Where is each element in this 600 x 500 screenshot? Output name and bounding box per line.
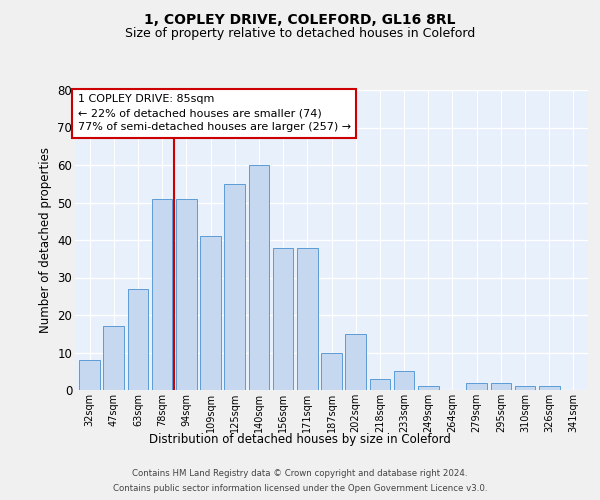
Bar — [176, 198, 197, 390]
Bar — [297, 248, 317, 390]
Text: Contains HM Land Registry data © Crown copyright and database right 2024.: Contains HM Land Registry data © Crown c… — [132, 469, 468, 478]
Bar — [370, 379, 390, 390]
Text: 1 COPLEY DRIVE: 85sqm
← 22% of detached houses are smaller (74)
77% of semi-deta: 1 COPLEY DRIVE: 85sqm ← 22% of detached … — [77, 94, 350, 132]
Bar — [224, 184, 245, 390]
Bar — [491, 382, 511, 390]
Bar — [152, 198, 172, 390]
Bar — [394, 371, 415, 390]
Bar — [103, 326, 124, 390]
Bar — [539, 386, 560, 390]
Text: 1, COPLEY DRIVE, COLEFORD, GL16 8RL: 1, COPLEY DRIVE, COLEFORD, GL16 8RL — [144, 12, 456, 26]
Bar — [128, 289, 148, 390]
Bar — [200, 236, 221, 390]
Bar — [248, 165, 269, 390]
Bar — [273, 248, 293, 390]
Bar — [346, 334, 366, 390]
Bar — [79, 360, 100, 390]
Text: Contains public sector information licensed under the Open Government Licence v3: Contains public sector information licen… — [113, 484, 487, 493]
Bar — [418, 386, 439, 390]
Bar — [515, 386, 535, 390]
Text: Distribution of detached houses by size in Coleford: Distribution of detached houses by size … — [149, 432, 451, 446]
Bar — [321, 352, 342, 390]
Bar — [466, 382, 487, 390]
Text: Size of property relative to detached houses in Coleford: Size of property relative to detached ho… — [125, 28, 475, 40]
Y-axis label: Number of detached properties: Number of detached properties — [39, 147, 52, 333]
